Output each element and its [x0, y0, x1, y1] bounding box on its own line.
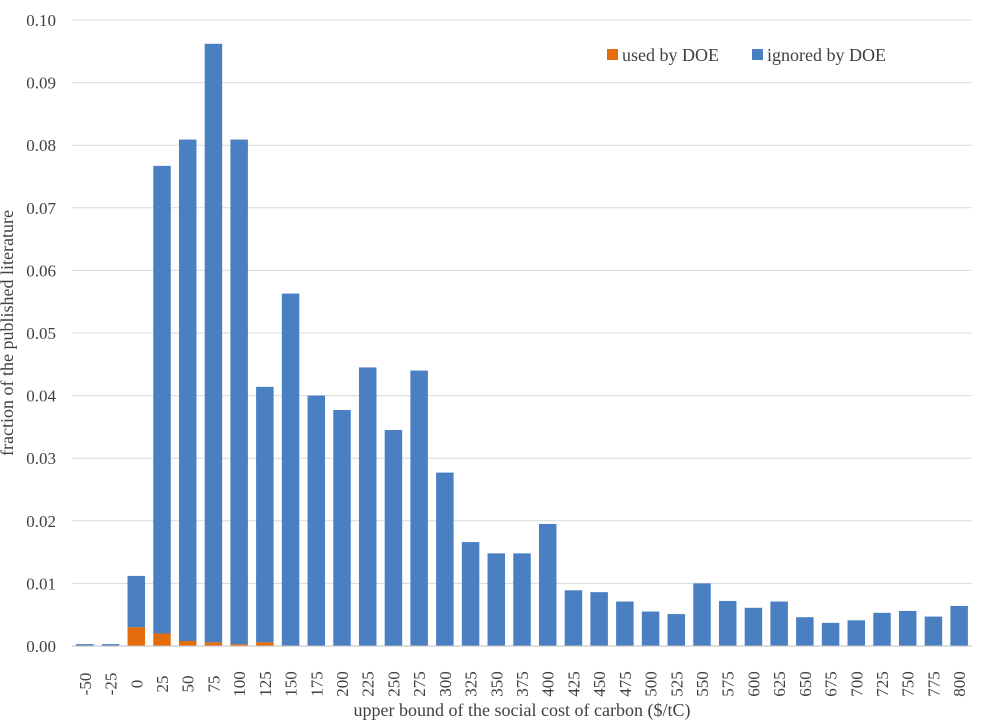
x-tick-label: 250 — [384, 671, 403, 697]
y-tick-label: 0.08 — [26, 136, 56, 155]
x-tick-label: 750 — [899, 671, 918, 697]
y-tick-label: 0.03 — [26, 449, 56, 468]
x-tick-label: 325 — [462, 671, 481, 697]
bar-ignored-by-doe — [76, 644, 94, 646]
bar-ignored-by-doe — [384, 430, 403, 646]
x-tick-label: 200 — [333, 671, 352, 697]
x-tick-label: 375 — [513, 671, 532, 697]
x-tick-label: 600 — [744, 671, 763, 697]
bar-ignored-by-doe — [153, 165, 171, 634]
bar-ignored-by-doe — [256, 386, 274, 643]
bar-ignored-by-doe — [204, 43, 223, 643]
x-tick-label: 550 — [693, 671, 712, 697]
bar-ignored-by-doe — [641, 611, 660, 646]
x-tick-label: 625 — [770, 671, 789, 697]
x-tick-label: 500 — [642, 671, 661, 697]
x-tick-label: 100 — [230, 671, 249, 697]
bar-used-by-doe — [178, 640, 197, 646]
x-tick-label: 175 — [307, 671, 326, 697]
x-tick-label: 350 — [487, 671, 506, 697]
bar-ignored-by-doe — [101, 644, 120, 646]
y-tick-label: 0.06 — [26, 261, 56, 280]
x-tick-label: 425 — [564, 671, 583, 697]
bar-ignored-by-doe — [538, 523, 557, 646]
x-tick-label: 150 — [282, 671, 301, 697]
legend-swatch-ignored-by-doe — [752, 49, 763, 60]
bar-ignored-by-doe — [127, 575, 146, 628]
x-tick-label: 800 — [950, 671, 969, 697]
bar-ignored-by-doe — [513, 553, 531, 646]
bar-ignored-by-doe — [564, 590, 583, 646]
bar-ignored-by-doe — [744, 607, 763, 646]
bar-used-by-doe — [230, 644, 248, 646]
x-tick-label: 125 — [256, 671, 275, 697]
x-tick-label: 75 — [204, 676, 223, 693]
bar-ignored-by-doe — [487, 553, 506, 646]
x-tick-label: 700 — [847, 671, 866, 697]
bar-ignored-by-doe — [230, 139, 248, 645]
bar-ignored-by-doe — [590, 592, 608, 646]
legend: used by DOE ignored by DOE — [607, 45, 886, 65]
x-tick-label: 225 — [359, 671, 378, 697]
legend-swatch-used-by-doe — [607, 49, 618, 60]
bar-used-by-doe — [204, 642, 223, 646]
legend-label-used-by-doe: used by DOE — [622, 45, 719, 65]
bar-ignored-by-doe — [693, 583, 711, 646]
x-axis-title: upper bound of the social cost of carbon… — [354, 700, 691, 721]
bar-ignored-by-doe — [873, 612, 891, 646]
legend-label-ignored-by-doe: ignored by DOE — [767, 45, 886, 65]
y-tick-label: 0.10 — [26, 11, 56, 30]
x-tick-label: 650 — [796, 671, 815, 697]
x-tick-label: 275 — [410, 671, 429, 697]
y-tick-label: 0.09 — [26, 74, 56, 93]
x-tick-label: 50 — [179, 676, 198, 693]
bar-ignored-by-doe — [821, 622, 840, 646]
bar-ignored-by-doe — [718, 600, 737, 646]
bar-ignored-by-doe — [307, 395, 326, 646]
x-tick-label: -25 — [102, 673, 121, 696]
bar-ignored-by-doe — [410, 370, 428, 646]
bar-ignored-by-doe — [461, 542, 480, 646]
x-tick-label: 775 — [924, 671, 943, 697]
bar-ignored-by-doe — [796, 617, 814, 646]
y-tick-label: 0.02 — [26, 512, 56, 531]
x-tick-label: 450 — [590, 671, 609, 697]
bar-ignored-by-doe — [667, 614, 686, 646]
bar-used-by-doe — [256, 642, 274, 646]
x-tick-label: 725 — [873, 671, 892, 697]
x-tick-label: -50 — [76, 673, 95, 696]
x-tick-label: 525 — [667, 671, 686, 697]
bar-used-by-doe — [153, 633, 171, 646]
y-axis-title: fraction of the published literature — [0, 210, 17, 456]
bar-ignored-by-doe — [898, 610, 917, 646]
bar-ignored-by-doe — [333, 410, 351, 646]
bar-ignored-by-doe — [436, 472, 454, 646]
x-tick-label: 675 — [822, 671, 841, 697]
y-tick-label: 0.05 — [26, 324, 56, 343]
bar-ignored-by-doe — [950, 605, 968, 646]
x-tick-label: 25 — [153, 676, 172, 693]
bar-ignored-by-doe — [847, 620, 866, 646]
bar-used-by-doe — [127, 627, 146, 646]
x-tick-label: 300 — [436, 671, 455, 697]
x-tick-label: 0 — [127, 680, 146, 689]
bar-ignored-by-doe — [924, 616, 943, 646]
bar-ignored-by-doe — [616, 601, 634, 646]
axes: 0.00 0.01 0.02 0.03 0.04 0.05 0.06 0.07 0.08 0.09… — [26, 11, 972, 697]
bar-ignored-by-doe — [358, 367, 377, 646]
y-tick-label: 0.07 — [26, 199, 56, 218]
y-tick-label: 0.04 — [26, 387, 56, 406]
bar-ignored-by-doe — [178, 139, 197, 641]
bar-ignored-by-doe — [281, 293, 300, 646]
y-tick-label: 0.01 — [26, 574, 56, 593]
x-tick-label: 475 — [616, 671, 635, 697]
bars — [76, 43, 968, 646]
x-tick-label: 400 — [539, 671, 558, 697]
y-tick-label: 0.00 — [26, 637, 56, 656]
bar-ignored-by-doe — [770, 601, 788, 646]
x-tick-label: 575 — [719, 671, 738, 697]
